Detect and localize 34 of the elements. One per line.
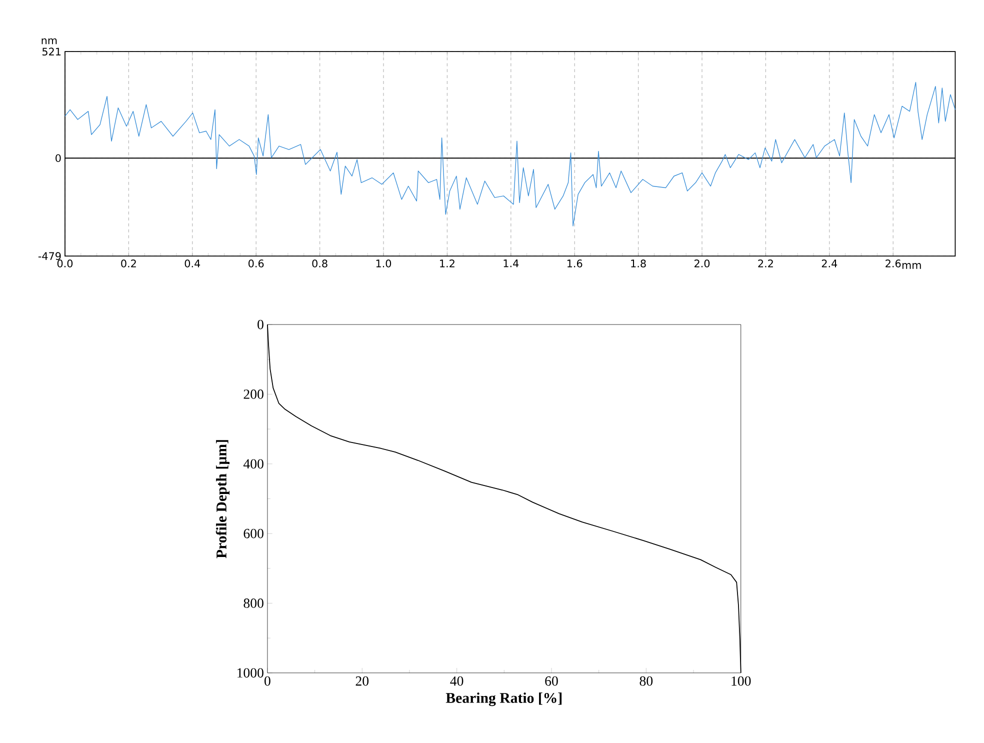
y-tick-label: 0 bbox=[258, 320, 264, 330]
x-tick-label: 2.6 bbox=[886, 259, 901, 268]
x-tick-label: 1.6 bbox=[567, 259, 582, 268]
x-tick-label: 1.0 bbox=[376, 259, 392, 268]
x-tick-label: 0.4 bbox=[184, 259, 200, 268]
x-tick-label: 0.0 bbox=[57, 259, 73, 268]
x-tick-label: 100 bbox=[732, 676, 751, 686]
y-tick-label: 400 bbox=[243, 459, 264, 468]
y-tick-label: 800 bbox=[244, 598, 264, 608]
x-tick-label: 0 bbox=[264, 676, 270, 686]
x-tick-label: 2.2 bbox=[758, 259, 773, 268]
x-tick-label: 0.8 bbox=[312, 259, 328, 268]
x-tick-label: 2.0 bbox=[694, 259, 710, 268]
x-tick-label: 1.8 bbox=[631, 259, 646, 268]
y-tick-label: 0 bbox=[56, 154, 61, 162]
line-series bbox=[64, 82, 956, 226]
x-axis-title: Bearing Ratio [%] bbox=[446, 692, 562, 706]
x-tick-label: 40 bbox=[450, 676, 464, 686]
y-tick-label: -479 bbox=[38, 252, 61, 260]
y-axis-title: Profile Depth [µm] bbox=[216, 440, 230, 558]
x-tick-label: 0.2 bbox=[121, 259, 136, 268]
x-axis-title: mm bbox=[902, 262, 921, 269]
y-axis-title: nm bbox=[42, 38, 57, 44]
y-tick-label: 200 bbox=[244, 389, 264, 399]
y-tick-label: 1000 bbox=[237, 668, 264, 678]
x-tick-label: 1.4 bbox=[504, 259, 519, 267]
x-tick-label: 1.2 bbox=[440, 259, 454, 268]
y-tick-label: 600 bbox=[244, 528, 264, 538]
x-tick-label: 0.6 bbox=[248, 259, 264, 268]
y-tick-label: 521 bbox=[42, 48, 61, 56]
x-tick-label: 80 bbox=[640, 676, 653, 686]
x-tick-label: 20 bbox=[356, 676, 369, 686]
x-tick-label: 60 bbox=[545, 676, 558, 686]
x-tick-label: 2.4 bbox=[822, 259, 838, 268]
